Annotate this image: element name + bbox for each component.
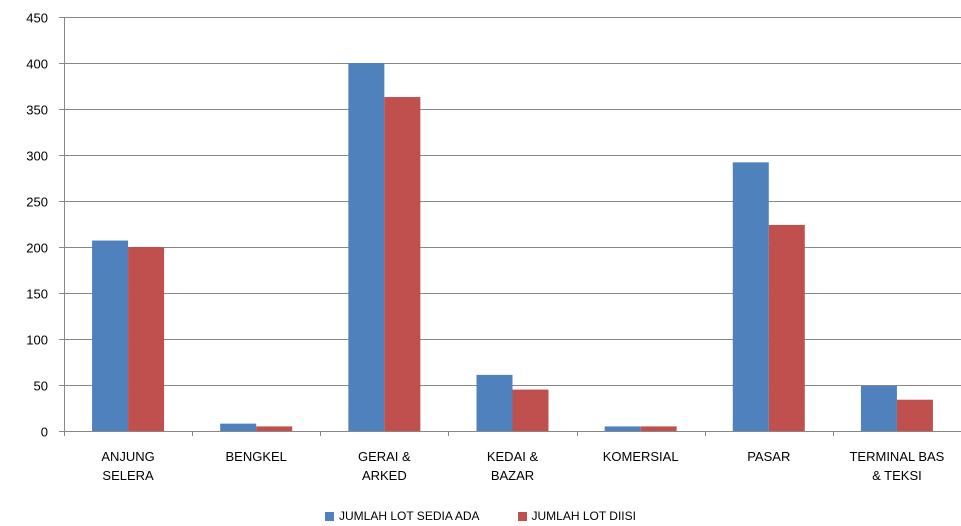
x-category-label: KOMERSIAL [603,449,679,464]
bars [92,63,933,432]
bar-series-2-5 [768,224,805,431]
x-axis-labels: ANJUNG SELERA BENGKEL GERAI & ARKED KEDAI & BA… [101,449,944,483]
y-tick-label: 350 [26,103,48,118]
legend: JUMLAH LOT SEDIA ADA JUMLAH LOT DIISI [0,506,961,526]
legend-swatch-series-2 [517,511,527,521]
bar-chart: 0 50 100 150 200 250 300 350 400 450 ANJUNG SELERA… [26,11,961,483]
bar-series-2-2 [384,97,421,431]
y-tick-label: 400 [26,57,48,72]
y-tick-label: 150 [26,287,48,302]
bar-series-2-3 [512,389,549,431]
y-axis-ticks: 0 50 100 150 200 250 300 350 400 450 [26,11,64,440]
bar-series-1-6 [860,385,897,431]
axes [64,17,961,436]
bar-series-2-6 [896,399,933,431]
x-category-label: TERMINAL BAS & TEKSI [849,449,944,483]
y-tick-label: 100 [26,333,48,348]
legend-item-series-2: JUMLAH LOT DIISI [517,509,636,523]
gridlines [64,17,961,386]
bar-series-2-4 [640,426,677,431]
y-tick-label: 450 [26,11,48,26]
y-tick-label: 50 [34,379,48,394]
x-category-label: BENGKEL [226,449,287,464]
legend-item-series-1: JUMLAH LOT SEDIA ADA [325,509,480,523]
y-tick-label: 250 [26,195,48,210]
x-category-label: ANJUNG SELERA [101,449,154,483]
legend-label-series-1: JUMLAH LOT SEDIA ADA [339,509,480,523]
bar-series-2-0 [128,247,165,431]
legend-swatch-series-1 [325,511,335,521]
bar-series-1-3 [476,374,513,431]
bar-series-1-5 [732,162,769,432]
x-category-label: KEDAI & BAZAR [487,449,539,483]
bar-series-1-2 [348,63,385,431]
y-tick-label: 0 [41,425,48,440]
x-category-label: PASAR [747,449,790,464]
x-category-label: GERAI & ARKED [358,449,411,483]
y-tick-label: 300 [26,149,48,164]
bar-series-2-1 [256,426,293,431]
y-tick-label: 200 [26,241,48,256]
bar-series-1-0 [92,240,129,431]
bar-series-1-4 [604,426,641,431]
bar-series-1-1 [220,423,257,431]
legend-label-series-2: JUMLAH LOT DIISI [531,509,636,523]
